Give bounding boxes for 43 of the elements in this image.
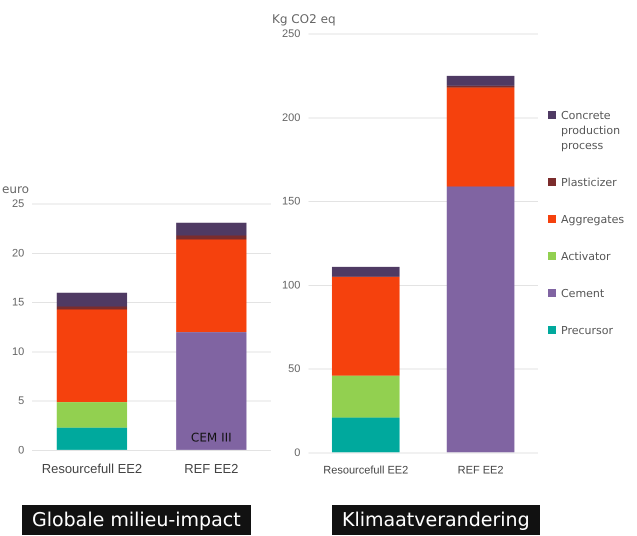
bar — [332, 266, 400, 277]
y-tick-label: 250 — [282, 28, 300, 40]
text: Klimaatverandering — [332, 505, 540, 535]
y-tick-label: 200 — [282, 112, 300, 124]
legend-label: Plasticizer — [561, 175, 617, 190]
y-tick-label: 20 — [12, 247, 24, 260]
y-tick-label: 15 — [12, 296, 24, 309]
legend-label: Activator — [561, 249, 611, 264]
bar — [332, 276, 400, 376]
bar — [56, 306, 128, 310]
bar — [332, 418, 400, 452]
y-tick-label: 0 — [18, 444, 24, 456]
y-tick-label: 5 — [18, 395, 24, 408]
y-tick-label: 100 — [282, 279, 300, 292]
bar — [446, 88, 514, 186]
legend-label: Precursor — [561, 323, 614, 338]
annotation: CEM III — [190, 430, 232, 445]
y-tick-label: 25 — [12, 198, 24, 210]
x-tick-label: Resourcefull EE2 — [323, 464, 408, 476]
bar — [56, 402, 128, 428]
legend-label: Cement — [561, 286, 604, 301]
bar — [56, 309, 128, 402]
bar — [176, 239, 246, 332]
legend-label: Concrete production process — [561, 108, 622, 153]
bar — [176, 332, 246, 450]
bar — [446, 186, 514, 452]
y-tick-label: 0 — [294, 446, 300, 459]
bar — [332, 376, 400, 418]
y-tick-label: 10 — [12, 346, 24, 358]
x-tick-label: Resourcefull EE2 — [42, 460, 142, 476]
y-axis-title: euro — [2, 182, 29, 196]
bar — [176, 222, 246, 236]
x-tick-label: REF EE2 — [184, 460, 238, 476]
bar — [446, 76, 514, 86]
bar — [56, 428, 128, 450]
y-axis-title: Kg CO2 eq — [272, 12, 336, 26]
y-tick-label: 50 — [288, 363, 300, 376]
bar — [56, 292, 128, 307]
text: Globale milieu-impact — [22, 505, 251, 535]
bar — [176, 236, 246, 240]
x-tick-label: REF EE2 — [458, 464, 504, 476]
legend-label: Aggregates — [561, 212, 624, 227]
y-tick-label: 150 — [282, 196, 300, 208]
